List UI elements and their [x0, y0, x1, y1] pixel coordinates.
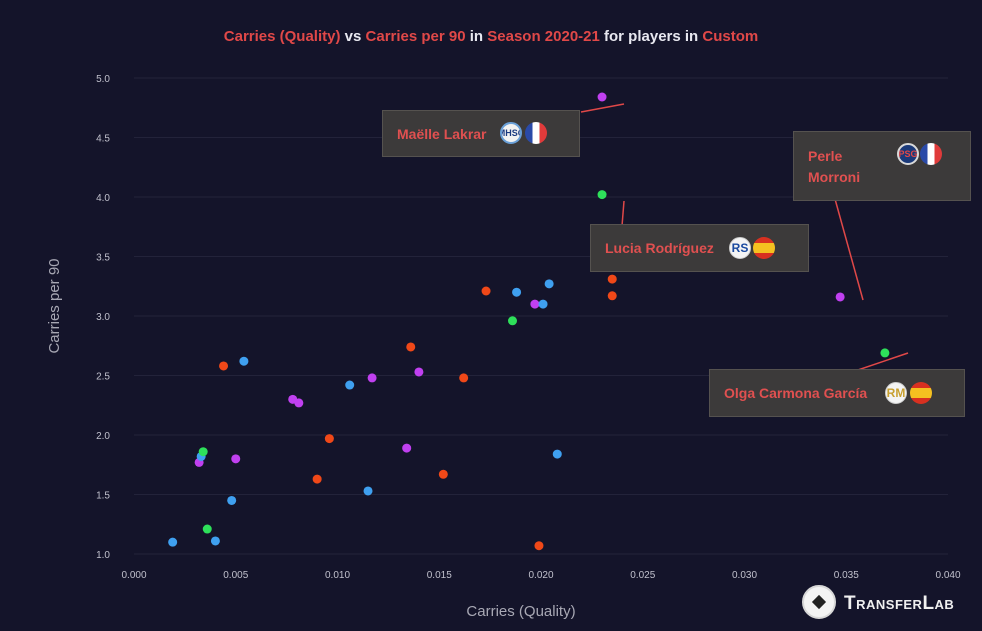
- annotation-leader-line: [580, 103, 625, 113]
- annotation-perle-morroni[interactable]: Perle Morroni PSG: [793, 131, 971, 201]
- data-point: [227, 495, 237, 505]
- annotation-olga-carmona-garcia[interactable]: Olga Carmona García RM: [709, 369, 965, 417]
- annotation-label: Maëlle Lakrar: [397, 126, 487, 142]
- spain-flag-icon: [753, 237, 775, 259]
- data-point: [402, 443, 412, 453]
- data-point: [835, 292, 845, 302]
- spain-flag-icon: [910, 382, 932, 404]
- y-tick-label: 4.0: [96, 193, 110, 204]
- y-tick-label: 5.0: [96, 74, 110, 85]
- club-crest-icon: MHSC: [500, 122, 522, 144]
- france-flag-icon: [525, 122, 547, 144]
- data-point: [597, 190, 607, 200]
- annotation-leader-line: [621, 200, 625, 227]
- data-point: [607, 274, 617, 284]
- chart-title: Carries (Quality) vs Carries per 90 in S…: [0, 28, 982, 45]
- title-vs: vs: [340, 28, 366, 45]
- data-point: [607, 291, 617, 301]
- data-point: [552, 449, 562, 459]
- data-point: [880, 348, 890, 358]
- data-point: [312, 474, 322, 484]
- x-tick-label: 0.015: [427, 570, 452, 581]
- data-point: [231, 454, 241, 464]
- title-in: in: [465, 28, 488, 45]
- data-point: [202, 524, 212, 534]
- data-point: [481, 286, 491, 296]
- y-tick-label: 2.0: [96, 431, 110, 442]
- y-axis-title: Carries per 90: [46, 258, 63, 353]
- football-icon: [802, 585, 836, 619]
- title-x-metric: Carries (Quality): [223, 28, 341, 45]
- data-point: [534, 541, 544, 551]
- x-tick-label: 0.035: [834, 570, 859, 581]
- y-tick-label: 1.5: [96, 491, 110, 502]
- data-point: [363, 486, 373, 496]
- x-axis-title: Carries (Quality): [466, 603, 575, 620]
- y-tick-label: 3.5: [96, 252, 110, 263]
- data-point: [324, 434, 334, 444]
- data-point: [512, 287, 522, 297]
- data-point: [438, 469, 448, 479]
- annotation-leader-line: [834, 198, 864, 301]
- logo-text: TransferLab: [844, 593, 955, 614]
- x-tick-label: 0.000: [121, 570, 146, 581]
- x-tick-label: 0.005: [223, 570, 248, 581]
- title-competition: Custom: [702, 28, 759, 45]
- annotation-label: Lucia Rodríguez: [605, 240, 714, 256]
- x-tick-label: 0.030: [732, 570, 757, 581]
- data-point: [345, 380, 355, 390]
- x-tick-label: 0.020: [528, 570, 553, 581]
- x-tick-label: 0.040: [935, 570, 960, 581]
- title-players-in: for players in: [599, 28, 703, 45]
- x-tick-label: 0.010: [325, 570, 350, 581]
- data-point: [294, 398, 304, 408]
- data-point: [239, 356, 249, 366]
- annotation-leader-line: [851, 352, 909, 373]
- france-flag-icon: [920, 143, 942, 165]
- data-point: [198, 447, 208, 457]
- title-season: Season 2020-21: [487, 28, 600, 45]
- data-point: [538, 299, 548, 309]
- title-y-metric: Carries per 90: [365, 28, 466, 45]
- annotation-label: Olga Carmona García: [724, 385, 868, 401]
- x-tick-label: 0.025: [630, 570, 655, 581]
- data-point: [544, 279, 554, 289]
- data-point: [219, 361, 229, 371]
- club-crest-icon: RS: [729, 237, 751, 259]
- data-point: [210, 536, 220, 546]
- annotation-label: Perle Morroni: [808, 148, 861, 185]
- data-point: [406, 342, 416, 352]
- data-point: [168, 537, 178, 547]
- transferlab-logo: TransferLab: [800, 583, 970, 623]
- y-tick-label: 3.0: [96, 312, 110, 323]
- y-tick-label: 2.5: [96, 372, 110, 383]
- data-point: [530, 299, 540, 309]
- data-point: [414, 367, 424, 377]
- club-crest-icon: RM: [885, 382, 907, 404]
- y-tick-label: 4.5: [96, 133, 110, 144]
- data-point: [459, 373, 469, 383]
- annotation-lucia-rodriguez[interactable]: Lucia Rodríguez RS: [590, 224, 809, 272]
- y-tick-label: 1.0: [96, 550, 110, 561]
- club-crest-icon: PSG: [897, 143, 919, 165]
- data-point: [367, 373, 377, 383]
- data-point: [597, 92, 607, 102]
- data-point: [508, 316, 518, 326]
- annotation-maelle-lakrar[interactable]: Maëlle Lakrar MHSC: [382, 110, 580, 157]
